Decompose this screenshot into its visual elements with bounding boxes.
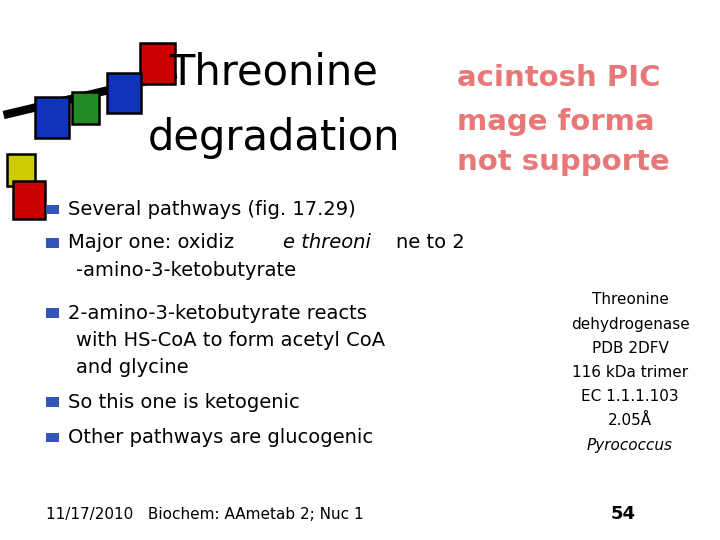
Text: Threonine: Threonine — [592, 292, 668, 307]
Text: 2-amino-3-ketobutyrate reacts: 2-amino-3-ketobutyrate reacts — [68, 303, 367, 323]
Bar — [140, 43, 175, 84]
Bar — [46, 433, 59, 442]
Text: Several pathways (fig. 17.29): Several pathways (fig. 17.29) — [68, 200, 356, 219]
Bar — [13, 181, 45, 219]
Text: degradation: degradation — [148, 117, 400, 159]
Text: ne to 2: ne to 2 — [396, 233, 465, 253]
Text: 54: 54 — [611, 505, 635, 523]
Text: acintosh PIC: acintosh PIC — [457, 64, 661, 92]
Text: Threonine: Threonine — [169, 52, 378, 94]
Bar — [7, 154, 35, 186]
Bar — [46, 308, 59, 318]
Text: e threoni: e threoni — [283, 233, 371, 253]
Bar — [35, 97, 69, 138]
Text: 2.05Å: 2.05Å — [608, 413, 652, 428]
Text: not supporte: not supporte — [457, 148, 670, 176]
Text: 116 kDa trimer: 116 kDa trimer — [572, 365, 688, 380]
Text: with HS-CoA to form acetyl CoA: with HS-CoA to form acetyl CoA — [76, 330, 384, 350]
Text: mage forma: mage forma — [457, 107, 654, 136]
Bar — [46, 397, 59, 407]
Bar — [107, 73, 141, 113]
Text: So this one is ketogenic: So this one is ketogenic — [68, 393, 300, 412]
Text: dehydrogenase: dehydrogenase — [571, 316, 689, 332]
Text: Other pathways are glucogenic: Other pathways are glucogenic — [68, 428, 374, 447]
Bar — [72, 92, 99, 124]
Text: and glycine: and glycine — [76, 357, 188, 377]
Text: 11/17/2010   Biochem: AAmetab 2; Nuc 1: 11/17/2010 Biochem: AAmetab 2; Nuc 1 — [46, 507, 364, 522]
Bar — [46, 238, 59, 248]
Text: Pyrococcus: Pyrococcus — [587, 438, 673, 453]
Text: EC 1.1.1.103: EC 1.1.1.103 — [581, 389, 679, 404]
Bar — [46, 205, 59, 214]
Text: PDB 2DFV: PDB 2DFV — [592, 341, 668, 356]
Text: -amino-3-ketobutyrate: -amino-3-ketobutyrate — [76, 260, 296, 280]
Text: Major one: oxidiz: Major one: oxidiz — [68, 233, 235, 253]
